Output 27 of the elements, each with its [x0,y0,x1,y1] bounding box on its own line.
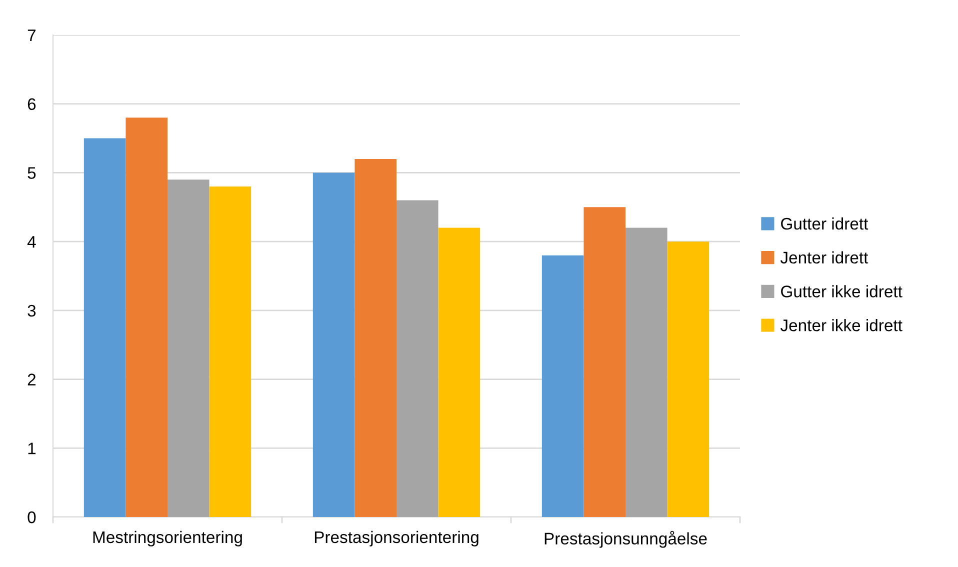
bar [209,186,252,517]
bar [126,118,168,517]
bar [354,158,396,517]
bar [396,200,438,517]
bar [542,255,584,517]
y-tick-label: 2 [28,374,36,386]
y-tick-label: 4 [27,236,36,248]
y-tick-label: 1 [28,442,36,454]
x-tick-label: Prestasjonsorientering [314,530,478,546]
legend-label: Jenter ikke idrett [780,319,902,332]
bar [626,228,668,517]
legend-label: Gutter idrett [781,217,868,230]
bar [168,180,210,517]
bar [438,228,480,517]
bar [84,138,126,517]
legend-label: Gutter ikke idrett [781,285,902,298]
bar [312,172,355,517]
y-tick-label: 5 [28,167,36,179]
x-tick-label: Mestringsorientering [93,530,242,546]
y-tick-label: 0 [28,511,36,524]
legend-label: Jenter idrett [780,251,868,264]
bar [584,207,626,517]
y-tick-label: 7 [28,30,36,42]
y-tick-label: 6 [28,98,36,110]
y-tick-label: 3 [28,304,36,317]
bar [667,242,710,517]
x-tick-label: Prestasjonsunngåelse [544,530,707,548]
